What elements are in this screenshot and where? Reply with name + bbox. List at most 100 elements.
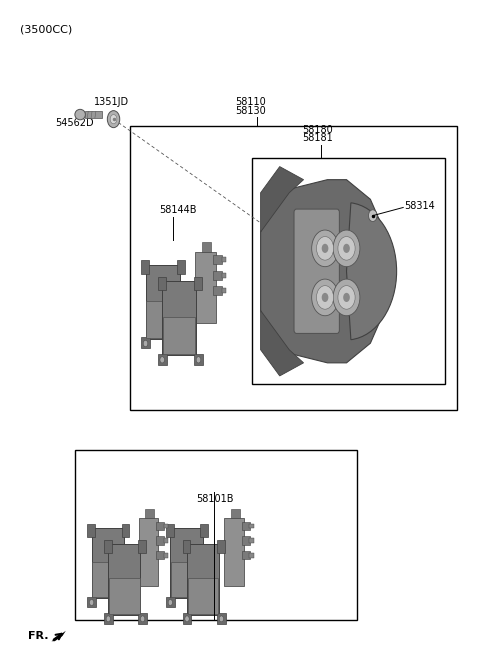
Bar bbox=[146, 301, 179, 338]
Circle shape bbox=[338, 286, 355, 309]
Bar bbox=[214, 286, 222, 295]
Bar bbox=[141, 337, 150, 348]
Bar bbox=[139, 518, 158, 586]
Circle shape bbox=[89, 600, 94, 606]
Bar bbox=[195, 252, 216, 323]
Bar bbox=[217, 613, 226, 623]
Bar bbox=[166, 524, 174, 537]
Bar bbox=[202, 242, 211, 252]
Circle shape bbox=[343, 244, 350, 253]
Bar bbox=[166, 597, 175, 607]
Text: 1351JD: 1351JD bbox=[95, 97, 130, 107]
Bar bbox=[194, 353, 203, 365]
Bar bbox=[104, 613, 113, 623]
Bar bbox=[141, 260, 149, 274]
Bar bbox=[130, 125, 457, 410]
Bar bbox=[200, 597, 209, 607]
Bar bbox=[188, 578, 218, 614]
Bar bbox=[194, 277, 202, 290]
Bar bbox=[171, 562, 202, 597]
Text: 58101B: 58101B bbox=[196, 494, 234, 504]
Bar bbox=[162, 281, 196, 355]
Bar bbox=[177, 337, 186, 348]
Circle shape bbox=[343, 293, 350, 302]
Bar bbox=[108, 544, 141, 615]
Circle shape bbox=[203, 600, 207, 606]
Bar bbox=[157, 353, 167, 365]
Polygon shape bbox=[51, 631, 66, 641]
Bar bbox=[75, 449, 357, 620]
Bar bbox=[200, 524, 208, 537]
Bar bbox=[121, 524, 130, 537]
Circle shape bbox=[333, 279, 360, 316]
Circle shape bbox=[196, 357, 201, 363]
Bar bbox=[164, 538, 168, 543]
Bar bbox=[93, 562, 123, 597]
Bar bbox=[250, 524, 254, 528]
Circle shape bbox=[124, 600, 128, 606]
Bar bbox=[241, 522, 250, 530]
Text: 58110: 58110 bbox=[235, 97, 266, 107]
Polygon shape bbox=[261, 179, 384, 363]
Circle shape bbox=[322, 293, 328, 302]
Text: 58314: 58314 bbox=[405, 201, 435, 211]
Bar bbox=[222, 258, 226, 262]
Bar bbox=[252, 158, 445, 384]
Circle shape bbox=[185, 616, 189, 622]
Text: (3500CC): (3500CC) bbox=[21, 24, 73, 34]
Bar bbox=[217, 540, 225, 553]
Circle shape bbox=[316, 286, 334, 309]
Bar bbox=[250, 538, 254, 543]
Circle shape bbox=[338, 237, 355, 260]
Bar bbox=[85, 111, 102, 118]
Bar bbox=[177, 260, 185, 274]
Bar bbox=[183, 540, 191, 553]
Bar bbox=[231, 509, 240, 518]
Circle shape bbox=[160, 357, 165, 363]
Bar bbox=[225, 518, 244, 586]
Bar bbox=[187, 544, 219, 615]
Circle shape bbox=[108, 110, 120, 127]
Bar bbox=[157, 277, 166, 290]
Bar bbox=[109, 578, 140, 614]
Circle shape bbox=[369, 210, 377, 221]
Bar bbox=[121, 597, 130, 607]
Bar bbox=[250, 553, 254, 558]
Bar bbox=[183, 613, 192, 623]
Circle shape bbox=[106, 616, 110, 622]
Bar bbox=[222, 288, 226, 293]
Circle shape bbox=[168, 600, 172, 606]
Bar bbox=[163, 317, 195, 354]
Circle shape bbox=[316, 237, 334, 260]
Wedge shape bbox=[347, 203, 396, 340]
Circle shape bbox=[180, 340, 184, 347]
Text: 58144B: 58144B bbox=[159, 206, 196, 215]
Bar bbox=[104, 540, 112, 553]
Circle shape bbox=[333, 230, 360, 267]
Text: 58130: 58130 bbox=[235, 106, 266, 116]
Bar bbox=[214, 256, 222, 264]
Bar bbox=[138, 613, 147, 623]
Bar bbox=[214, 271, 222, 280]
Bar bbox=[241, 551, 250, 560]
Circle shape bbox=[312, 279, 338, 316]
Circle shape bbox=[143, 340, 148, 347]
Bar bbox=[222, 273, 226, 278]
Bar bbox=[164, 553, 168, 558]
Text: 54562D: 54562D bbox=[55, 118, 94, 128]
Text: 58181: 58181 bbox=[302, 133, 333, 143]
Bar bbox=[87, 597, 96, 607]
Ellipse shape bbox=[75, 109, 85, 120]
Bar bbox=[170, 528, 203, 599]
Bar bbox=[87, 524, 95, 537]
Circle shape bbox=[312, 230, 338, 267]
Bar bbox=[92, 528, 124, 599]
Bar bbox=[145, 509, 154, 518]
Bar bbox=[164, 524, 168, 528]
Circle shape bbox=[110, 114, 117, 124]
FancyBboxPatch shape bbox=[294, 209, 339, 333]
Bar bbox=[241, 537, 250, 545]
Text: 58180: 58180 bbox=[302, 125, 333, 135]
Bar bbox=[156, 537, 164, 545]
Bar bbox=[145, 265, 180, 339]
